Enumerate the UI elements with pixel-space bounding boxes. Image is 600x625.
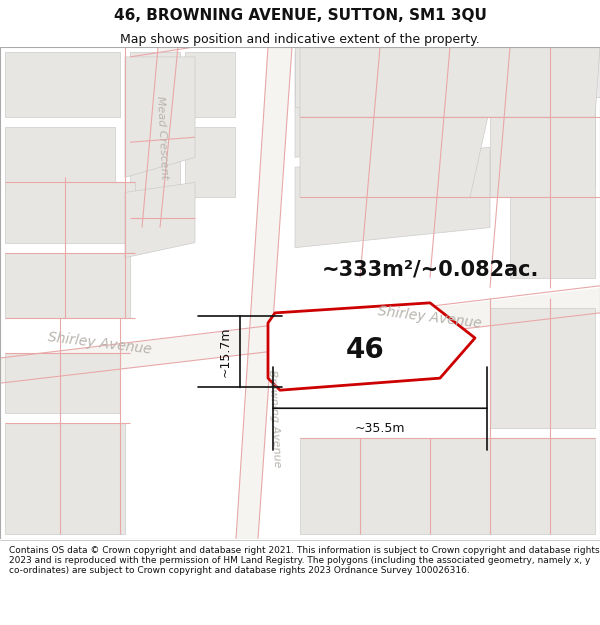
Polygon shape (185, 52, 235, 117)
Polygon shape (490, 308, 595, 428)
Polygon shape (5, 52, 120, 117)
Polygon shape (5, 353, 120, 413)
Polygon shape (125, 182, 195, 258)
Text: 46, BROWNING AVENUE, SUTTON, SM1 3QU: 46, BROWNING AVENUE, SUTTON, SM1 3QU (113, 8, 487, 23)
Polygon shape (5, 423, 125, 534)
Polygon shape (5, 253, 130, 318)
Text: Mead Crescent: Mead Crescent (155, 96, 169, 179)
Polygon shape (0, 288, 600, 383)
Text: 46: 46 (346, 336, 385, 364)
Text: Shirley Avenue: Shirley Avenue (47, 330, 152, 356)
Polygon shape (300, 438, 595, 534)
Polygon shape (300, 107, 490, 198)
Text: ~333m²/~0.082ac.: ~333m²/~0.082ac. (322, 260, 539, 280)
Text: ~15.7m: ~15.7m (219, 326, 232, 377)
Polygon shape (236, 47, 292, 539)
Polygon shape (295, 52, 500, 158)
Text: Map shows position and indicative extent of the property.: Map shows position and indicative extent… (120, 32, 480, 46)
Polygon shape (295, 148, 490, 248)
Polygon shape (510, 52, 595, 187)
Polygon shape (5, 182, 135, 243)
Polygon shape (5, 127, 115, 198)
Text: Browning Avenue: Browning Avenue (268, 369, 283, 468)
Polygon shape (185, 127, 235, 198)
Polygon shape (295, 47, 600, 97)
Polygon shape (130, 52, 180, 117)
Polygon shape (125, 57, 195, 178)
Polygon shape (300, 47, 600, 117)
Text: Shirley Avenue: Shirley Avenue (377, 304, 482, 331)
Polygon shape (130, 127, 180, 198)
Polygon shape (268, 303, 475, 390)
Text: Contains OS data © Crown copyright and database right 2021. This information is : Contains OS data © Crown copyright and d… (9, 546, 599, 576)
Polygon shape (490, 107, 595, 198)
Polygon shape (142, 47, 178, 238)
Polygon shape (510, 198, 595, 278)
Polygon shape (295, 47, 595, 107)
Text: ~35.5m: ~35.5m (355, 422, 405, 435)
